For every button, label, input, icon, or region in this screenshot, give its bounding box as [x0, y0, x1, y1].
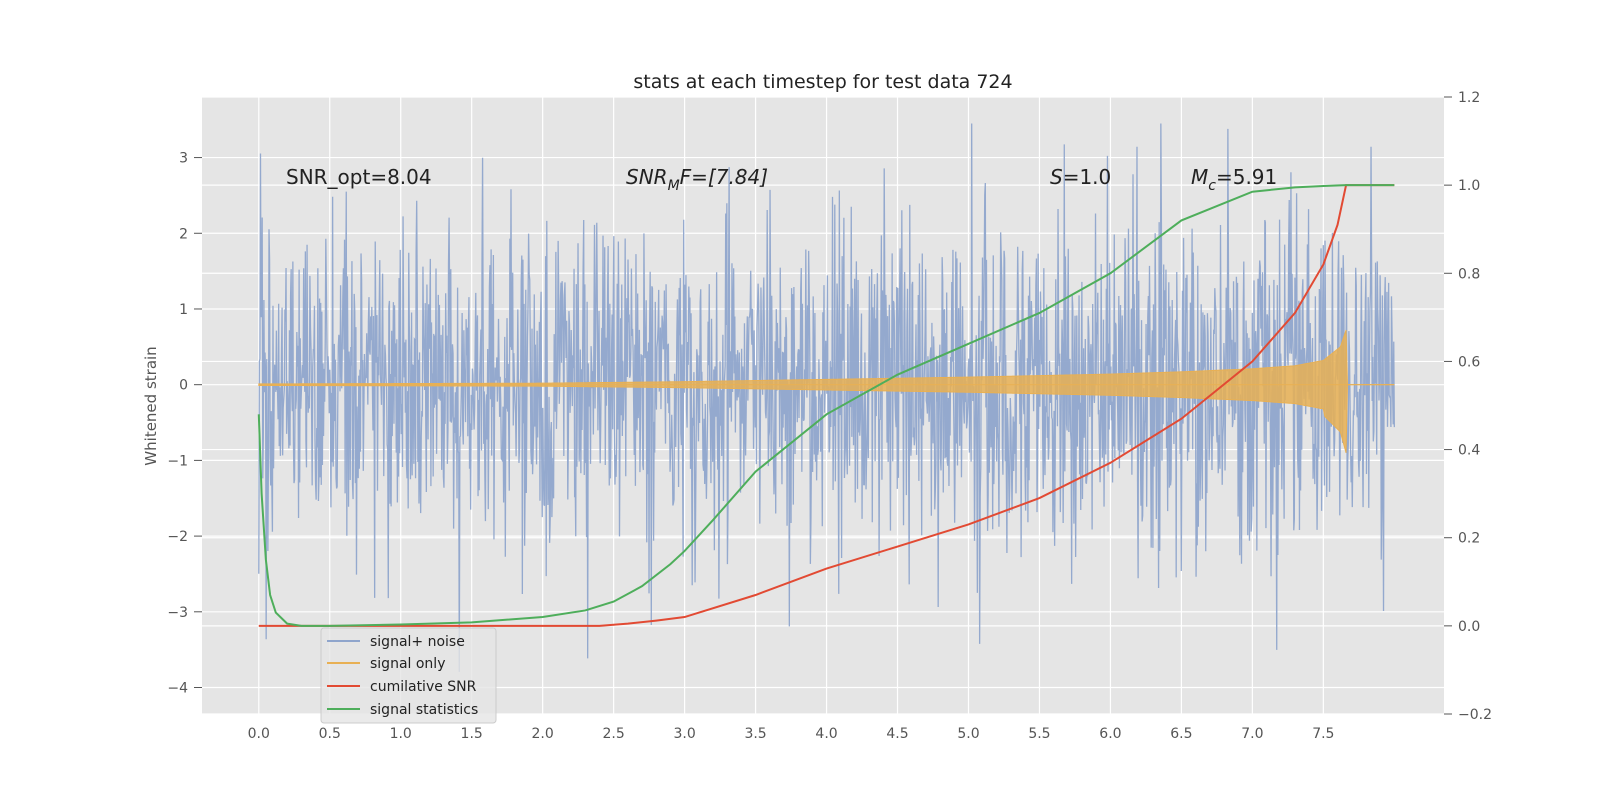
x-tick-label: 4.0: [815, 726, 837, 742]
x-tick-label: 6.5: [1170, 726, 1192, 742]
annotation-mc: Mc=5.91: [1191, 165, 1277, 194]
y2-tick-label: −0.2: [1458, 707, 1492, 723]
legend: signal+ noise signal only cumilative SNR…: [320, 627, 497, 724]
x-tick-label: 0.0: [248, 726, 270, 742]
series-lines: [257, 184, 1395, 627]
series-signal-statistics: [257, 184, 1395, 627]
chart-title: stats at each timestep for test data 724: [633, 71, 1012, 93]
signal-trace: [258, 330, 1395, 453]
y2-tick-label: 0.8: [1458, 266, 1480, 282]
x-tick-label: 2.0: [532, 726, 554, 742]
y-axis-label: Whitened strain: [142, 346, 160, 465]
annotation-s-label: S: [1050, 165, 1063, 189]
x-tick-label: 4.5: [886, 726, 908, 742]
x-tick-label: 1.5: [461, 726, 483, 742]
x-tick-label: 0.5: [319, 726, 341, 742]
y2-tick-label: 0.6: [1458, 354, 1480, 370]
y2-tick-label: 0.2: [1458, 531, 1480, 547]
x-tick-label: 6.0: [1099, 726, 1121, 742]
annotation-s: S=1.0: [1050, 165, 1111, 189]
annotation-snr-mf: SNRMF=[7.84]: [626, 165, 768, 194]
y-tick-label: 2: [179, 226, 188, 242]
annotation-mc-value: =5.91: [1216, 165, 1277, 189]
annotation-s-value: =1.0: [1063, 165, 1112, 189]
x-tick-label: 2.5: [603, 726, 625, 742]
annotation-snr-mf-rest: F=[7.84]: [680, 165, 768, 189]
x-tick-label: 1.0: [390, 726, 412, 742]
y-tick-label: −3: [167, 605, 188, 621]
y2-tick-label: 0.4: [1458, 443, 1480, 459]
series-cumulative-snr: [258, 184, 1395, 627]
y2-tick-label: 1.0: [1458, 178, 1480, 194]
y-tick-label: 0: [179, 378, 188, 394]
y-tick-label: −1: [167, 453, 188, 469]
annotation-mc-base: M: [1191, 165, 1208, 189]
annotation-snr-mf-base: SNR: [626, 165, 668, 189]
x-tick-label: 5.0: [957, 726, 979, 742]
x-tick-label: 3.5: [744, 726, 766, 742]
legend-label-signal-noise: signal+ noise: [370, 634, 465, 650]
annotation-snr-opt: SNR_opt=8.04: [286, 165, 432, 189]
legend-label-cumulative-snr: cumilative SNR: [370, 679, 477, 695]
y-tick-label: 3: [179, 151, 188, 167]
x-tick-label: 3.0: [673, 726, 695, 742]
x-axis-ticks: 0.0 0.5 1.0 1.5 2.0 2.5 3.0 3.5 4.0 4.5 5.0 5.5 6.0 6…: [248, 726, 1335, 742]
y-tick-label: 1: [179, 302, 188, 318]
y-tick-label: −4: [167, 681, 188, 697]
annotation-snr-mf-sub: M: [668, 178, 680, 194]
y-tick-label: −2: [167, 529, 188, 545]
y-axis-ticks: 3 2 1 0 −1 −2 −3 −4: [167, 151, 202, 697]
legend-label-signal-statistics: signal statistics: [370, 702, 478, 718]
legend-box: [320, 627, 497, 724]
x-tick-label: 7.5: [1312, 726, 1334, 742]
y2-axis-ticks: 1.2 1.0 0.8 0.6 0.4 0.2 0.0 −0.2: [1444, 90, 1492, 723]
legend-label-signal-only: signal only: [370, 656, 445, 672]
x-tick-label: 5.5: [1028, 726, 1050, 742]
x-tick-label: 7.0: [1241, 726, 1263, 742]
annotation-mc-sub: c: [1208, 178, 1216, 194]
y2-tick-label: 0.0: [1458, 619, 1480, 635]
y2-tick-label: 1.2: [1458, 90, 1480, 106]
